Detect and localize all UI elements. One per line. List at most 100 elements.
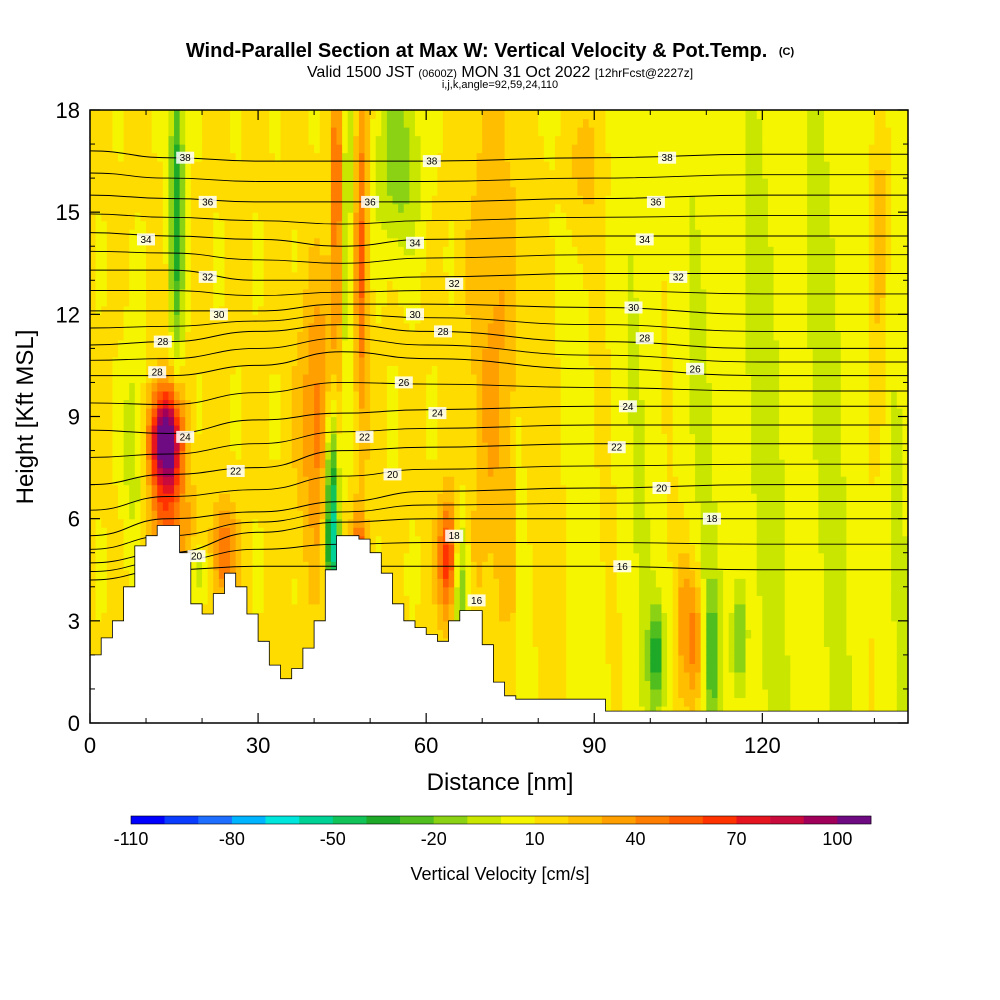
w-cell	[308, 476, 315, 486]
w-cell	[202, 144, 209, 154]
w-cell	[252, 229, 259, 239]
w-cell	[230, 110, 237, 120]
w-cell	[297, 135, 304, 145]
w-cell	[381, 373, 388, 384]
w-cell	[353, 280, 360, 290]
w-cell	[314, 535, 321, 545]
w-cell	[386, 305, 394, 315]
w-cell	[347, 348, 354, 358]
w-cell	[370, 518, 377, 528]
w-cell	[218, 186, 226, 196]
w-cell	[403, 365, 410, 375]
w-cell	[414, 297, 422, 307]
w-cell	[179, 407, 186, 418]
w-cell	[431, 254, 438, 264]
w-cell	[448, 263, 455, 273]
w-cell	[336, 178, 343, 188]
w-cell	[235, 152, 242, 162]
w-cell	[386, 476, 394, 486]
w-cell	[235, 127, 242, 137]
w-cell	[263, 629, 270, 639]
w-cell	[314, 322, 321, 332]
w-cell	[174, 237, 181, 247]
w-cell	[90, 544, 97, 554]
w-cell	[168, 110, 175, 120]
w-cell	[431, 450, 438, 460]
w-cell	[140, 373, 147, 384]
w-cell	[364, 161, 371, 171]
w-cell	[459, 484, 466, 494]
w-cell	[224, 510, 231, 520]
w-cell	[252, 118, 259, 128]
w-cell	[218, 203, 226, 213]
w-cell	[224, 476, 231, 486]
w-cell	[431, 186, 438, 196]
w-cell	[286, 416, 293, 426]
w-cell	[325, 552, 332, 562]
w-cell	[207, 331, 214, 341]
w-cell	[364, 442, 371, 452]
w-cell	[297, 450, 304, 460]
w-cell	[252, 399, 259, 409]
w-cell	[353, 339, 360, 349]
w-cell	[448, 305, 455, 315]
w-cell	[336, 212, 343, 222]
w-cell	[218, 331, 226, 341]
w-cell	[353, 382, 360, 392]
w-cell	[196, 484, 203, 494]
w-cell	[213, 203, 220, 213]
w-cell	[353, 237, 360, 247]
w-cell	[442, 612, 450, 622]
w-cell	[224, 373, 231, 384]
w-cell	[358, 501, 366, 511]
w-cell	[157, 229, 164, 239]
w-cell	[442, 544, 450, 554]
w-cell	[140, 527, 147, 537]
w-cell	[302, 637, 310, 647]
w-cell	[230, 510, 237, 520]
w-cell	[403, 280, 410, 290]
w-cell	[308, 518, 315, 528]
w-cell	[252, 407, 259, 418]
w-cell	[90, 416, 97, 426]
w-cell	[286, 237, 293, 247]
w-cell	[286, 373, 293, 384]
w-cell	[146, 433, 153, 443]
w-cell	[409, 612, 416, 622]
w-cell	[398, 586, 405, 596]
w-cell	[403, 178, 410, 188]
w-cell	[196, 152, 203, 162]
w-cell	[325, 220, 332, 230]
w-cell	[414, 246, 422, 256]
w-cell	[230, 476, 237, 486]
w-cell	[230, 229, 237, 239]
w-cell	[134, 203, 142, 213]
w-cell	[185, 314, 192, 324]
w-cell	[106, 586, 114, 596]
w-cell	[235, 110, 242, 120]
w-cell	[381, 195, 388, 205]
w-cell	[431, 297, 438, 307]
w-cell	[95, 399, 102, 409]
w-cell	[174, 314, 181, 324]
w-cell	[134, 271, 142, 281]
w-cell	[342, 263, 349, 273]
w-cell	[230, 407, 237, 418]
w-cell	[297, 493, 304, 503]
w-cell	[274, 331, 282, 341]
w-cell	[118, 195, 125, 205]
w-cell	[364, 186, 371, 196]
w-cell	[196, 561, 203, 571]
w-cell	[336, 339, 343, 349]
w-cell	[470, 450, 478, 460]
w-cell	[358, 484, 366, 494]
w-cell	[213, 425, 220, 435]
w-cell	[241, 399, 248, 409]
w-cell	[162, 493, 170, 503]
w-cell	[465, 212, 472, 222]
w-cell	[252, 373, 259, 384]
w-cell	[258, 169, 265, 179]
w-cell	[106, 595, 114, 605]
w-cell	[392, 442, 399, 452]
w-cell	[381, 118, 388, 128]
